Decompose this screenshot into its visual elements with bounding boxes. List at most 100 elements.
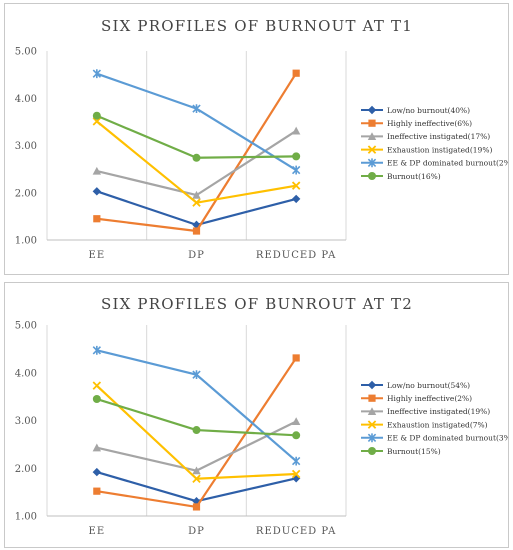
x-category-label: EE [89, 526, 106, 537]
legend-entry: Low/no burnout(40%) [361, 105, 470, 115]
data-point [292, 69, 300, 77]
data-point [192, 198, 201, 207]
legend-entry: Ineffective instigated(17%) [361, 132, 490, 141]
legend-label: Ineffective instigated(19%) [387, 407, 490, 416]
legend-entry: Highly ineffective(6%) [361, 119, 472, 128]
x-category-label: DP [188, 526, 205, 537]
y-tick-label: 5.00 [15, 47, 37, 58]
data-point [291, 181, 301, 190]
legend-marker [368, 447, 376, 455]
legend-marker [367, 105, 377, 115]
data-point [292, 456, 301, 466]
data-point [192, 466, 201, 475]
series-group [92, 111, 301, 162]
y-tick-label: 3.00 [15, 416, 37, 427]
y-tick-label: 2.00 [15, 188, 37, 199]
y-tick-label: 3.00 [15, 141, 37, 152]
chart-panel-t2: SIX PROFILES OF BUNROUT AT T2 1.00 2.00 3.0… [4, 282, 509, 548]
data-point [92, 117, 102, 126]
legend-marker [368, 119, 376, 127]
data-point [93, 215, 101, 223]
series-line [96, 349, 297, 462]
data-point [192, 426, 201, 435]
legend-label: EE & DP dominated burnout(2%) [387, 159, 508, 168]
y-tick-label: 2.00 [15, 464, 37, 475]
data-point [92, 381, 102, 390]
series-group [93, 354, 300, 511]
data-point [192, 190, 201, 199]
series-group [92, 395, 301, 440]
legend-entry: Ineffective instigated(19%) [361, 407, 490, 416]
data-point [92, 395, 101, 404]
series-line [96, 129, 297, 197]
data-point [291, 194, 301, 204]
legend-marker [367, 158, 377, 168]
series-group [92, 117, 301, 207]
chart-t2-svg: SIX PROFILES OF BUNROUT AT T2 1.00 2.00 3.0… [15, 295, 508, 537]
legend-label: Burnout(16%) [387, 172, 441, 181]
series-line [96, 120, 297, 204]
series-group [92, 345, 301, 466]
data-point [192, 496, 201, 506]
legend-entry: Burnout(15%) [361, 447, 441, 456]
legend-entry: Low/no burnout(54%) [361, 380, 470, 390]
series-group [92, 69, 301, 175]
data-point [92, 111, 101, 120]
chart-t1-svg: SIX PROFILES OF BURNOUT AT T1 1.00 2.00 3.0… [15, 17, 508, 261]
series-group [93, 69, 300, 235]
data-point [292, 152, 301, 161]
legend-label: Exhaustion instigated(7%) [387, 420, 488, 429]
legend-entry: EE & DP dominated burnout(3%) [361, 433, 508, 443]
legend-label: EE & DP dominated burnout(3%) [387, 434, 508, 443]
x-category-label: REDUCED PA [256, 250, 336, 261]
legend-label: Ineffective instigated(17%) [387, 132, 490, 141]
data-point [92, 69, 101, 79]
legend-marker [368, 172, 376, 180]
legend-label: Low/no burnout(54%) [387, 381, 470, 390]
legend-entry: Exhaustion instigated(7%) [361, 420, 488, 429]
data-point [192, 474, 201, 483]
data-point [192, 104, 201, 114]
data-point [93, 487, 101, 495]
y-tick-label: 1.00 [15, 512, 37, 523]
data-point [291, 126, 301, 135]
legend-marker [367, 145, 377, 154]
legend-label: Exhaustion instigated(19%) [387, 145, 492, 154]
data-point [92, 187, 102, 196]
data-point [92, 467, 102, 477]
y-tick-label: 4.00 [15, 368, 37, 379]
data-point [291, 474, 301, 483]
legend-marker [368, 394, 376, 402]
chart-panel-t1: SIX PROFILES OF BURNOUT AT T1 1.00 2.00 3.0… [4, 3, 509, 275]
data-point [192, 227, 201, 235]
data-point [192, 503, 201, 511]
legend-entry: Highly ineffective(2%) [361, 394, 472, 403]
data-point [292, 165, 301, 175]
x-category-label: DP [188, 250, 205, 261]
data-point [291, 469, 301, 479]
legend-label: Low/no burnout(40%) [387, 106, 470, 115]
legend-label: Burnout(15%) [387, 447, 441, 456]
y-tick-label: 4.00 [15, 94, 37, 105]
series-group [92, 417, 301, 475]
legend-entry: Exhaustion instigated(19%) [361, 145, 492, 154]
legend-marker [367, 433, 377, 443]
legend-label: Highly ineffective(2%) [387, 394, 472, 403]
data-point [92, 443, 102, 452]
legend-marker [367, 420, 377, 429]
series-group [92, 381, 301, 483]
legend-label: Highly ineffective(6%) [387, 119, 472, 128]
x-category-label: REDUCED PA [256, 526, 336, 537]
legend-marker [367, 407, 377, 415]
data-point [292, 354, 300, 362]
x-category-label: EE [89, 250, 106, 261]
legend-entry: EE & DP dominated burnout(2%) [361, 158, 508, 168]
y-tick-label: 1.00 [15, 236, 37, 247]
legend-marker [367, 132, 377, 140]
chart-title: SIX PROFILES OF BUNROUT AT T2 [101, 295, 413, 313]
series-group [92, 126, 301, 199]
y-tick-label: 5.00 [15, 321, 37, 332]
legend-entry: Burnout(16%) [361, 172, 441, 181]
legend-marker [367, 380, 377, 390]
